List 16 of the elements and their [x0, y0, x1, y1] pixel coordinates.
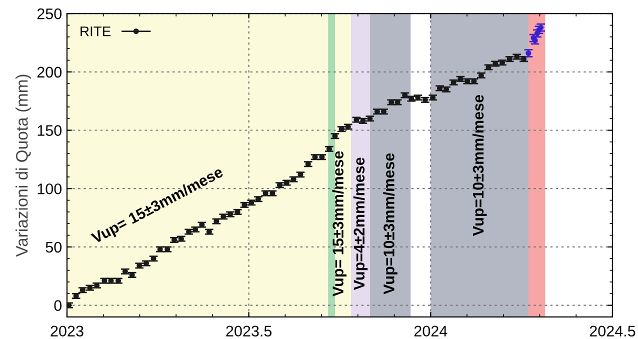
y-tick-label: 100: [38, 183, 62, 194]
y-tick-label: 0: [54, 300, 62, 311]
y-axis-title: Variazioni di Quota (mm): [16, 74, 32, 257]
y-tick-label: 200: [37, 66, 62, 78]
x-tick-label: 2024: [414, 326, 448, 337]
x-tick-label: 2023.5: [226, 326, 272, 337]
y-tick-label: 50: [46, 242, 62, 253]
x-tick-label: 2024.5: [590, 326, 636, 337]
x-tick-label: 2023: [50, 326, 84, 337]
band-label: Vup=10±3mm/mese: [472, 95, 487, 236]
y-tick-label: 150: [38, 125, 62, 136]
band-label: Vup=10±3mm/mese: [383, 153, 398, 294]
band-label: Vup= 15±3mm/mese: [332, 151, 346, 296]
legend-label: RITE: [80, 26, 111, 36]
y-tick-label: 250: [37, 8, 62, 20]
band-label: Vup=4±2mm/mese: [353, 158, 368, 290]
